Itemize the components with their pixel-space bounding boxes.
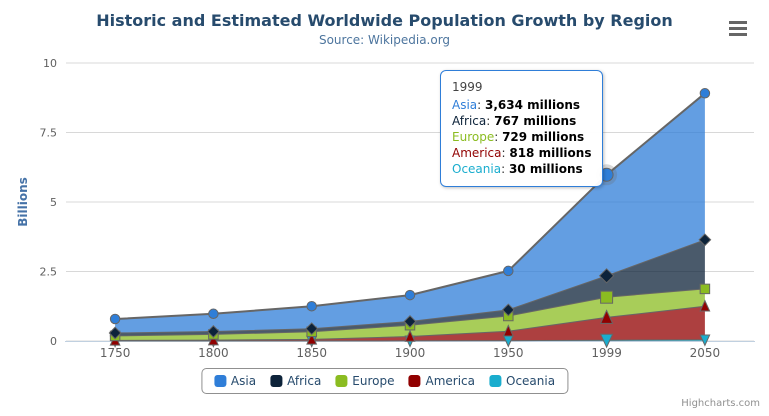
- legend-swatch-africa: [270, 375, 283, 387]
- legend-swatch-europe: [335, 375, 348, 387]
- marker-asia-1750[interactable]: [109, 313, 121, 325]
- legend-swatch-asia: [213, 375, 226, 387]
- y-tick-label-10: 10: [43, 57, 57, 70]
- legend-swatch-oceania: [489, 375, 502, 387]
- export-menu-icon[interactable]: [729, 21, 747, 36]
- chart-title: Historic and Estimated Worldwide Populat…: [96, 11, 673, 30]
- marker-america-1999[interactable]: [599, 309, 614, 324]
- y-tick-label-0: 0: [50, 335, 57, 348]
- legend-label-africa: Africa: [287, 374, 322, 388]
- marker-africa-1900[interactable]: [403, 315, 417, 328]
- legend-item-america[interactable]: America: [408, 374, 476, 388]
- x-tick-label-1800: 1800: [198, 346, 229, 360]
- legend-item-oceania[interactable]: Oceania: [489, 374, 555, 388]
- marker-asia-1800[interactable]: [208, 308, 219, 320]
- chart-subtitle: Source: Wikipedia.org: [318, 33, 451, 47]
- marker-europe-2050[interactable]: [699, 283, 711, 295]
- marker-asia-1900[interactable]: [404, 289, 416, 301]
- area-africa[interactable]: [115, 239, 705, 336]
- marker-africa-1850[interactable]: [305, 322, 319, 336]
- marker-america-2050[interactable]: [699, 299, 711, 312]
- y-tick-label-5: 5: [50, 196, 57, 209]
- marker-africa-2050[interactable]: [698, 233, 712, 247]
- marker-asia-1850[interactable]: [306, 300, 317, 312]
- credits-link[interactable]: Highcharts.com: [681, 398, 760, 409]
- legend-item-europe[interactable]: Europe: [335, 374, 395, 388]
- menu-bar: [729, 27, 747, 30]
- legend-item-asia[interactable]: Asia: [213, 374, 257, 388]
- legend-item-africa[interactable]: Africa: [270, 374, 321, 388]
- area-america[interactable]: [115, 306, 705, 341]
- y-axis-title: Billions: [16, 177, 30, 227]
- marker-africa-1999[interactable]: [598, 268, 615, 284]
- legend-label-america: America: [425, 374, 476, 388]
- marker-africa-1750[interactable]: [108, 326, 122, 340]
- marker-oceania-1999[interactable]: [599, 333, 614, 349]
- legend: Asia Africa Europe America Oceania: [200, 368, 569, 394]
- marker-america-1950[interactable]: [502, 324, 514, 337]
- marker-oceania-2050[interactable]: [699, 334, 711, 347]
- menu-bar: [729, 33, 747, 36]
- menu-bar: [729, 21, 747, 24]
- y-tick-label-7.5: 7.5: [40, 127, 58, 140]
- legend-label-asia: Asia: [230, 374, 257, 388]
- marker-asia-1950[interactable]: [503, 265, 514, 277]
- marker-asia-1999[interactable]: [599, 167, 614, 182]
- legend-label-oceania: Oceania: [506, 374, 556, 388]
- marker-asia-2050[interactable]: [699, 88, 711, 99]
- legend-label-europe: Europe: [352, 374, 395, 388]
- marker-africa-1800[interactable]: [206, 325, 220, 338]
- marker-america-1900[interactable]: [404, 329, 416, 342]
- x-tick-label-1999: 1999: [591, 346, 622, 360]
- marker-africa-1950[interactable]: [501, 303, 515, 317]
- marker-america-1850[interactable]: [306, 332, 318, 345]
- x-tick-label-1950: 1950: [493, 346, 524, 360]
- x-tick-label-2050: 2050: [690, 346, 721, 360]
- y-tick-label-2.5: 2.5: [40, 266, 58, 279]
- x-tick-label-1750: 1750: [100, 346, 131, 360]
- marker-europe-1999[interactable]: [600, 290, 614, 304]
- area-asia[interactable]: [115, 93, 705, 333]
- x-tick-label-1900: 1900: [395, 346, 426, 360]
- legend-swatch-america: [408, 375, 421, 387]
- x-tick-label-1850: 1850: [296, 346, 327, 360]
